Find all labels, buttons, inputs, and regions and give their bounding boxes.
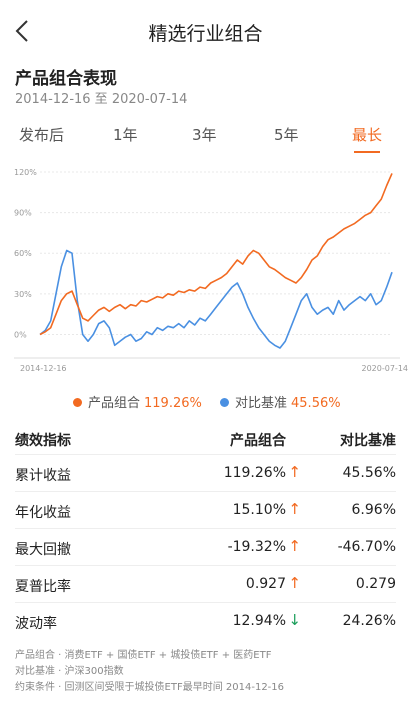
metric-name: 波动率: [15, 616, 57, 632]
header: 精选行业组合: [0, 0, 411, 62]
note-constraint: 约束条件 · 回测区间受限于城投债ETF最早时间 2014-12-16: [15, 682, 285, 693]
x-tick-label-end: 2020-07-14: [362, 364, 409, 373]
header-portfolio: 产品组合: [230, 433, 286, 449]
table-row: 累计收益 119.26% ↑ 45.56%: [15, 455, 396, 492]
metric-name: 最大回撤: [15, 542, 71, 558]
tab-3-year[interactable]: 3年: [192, 126, 217, 144]
portfolio-value: 0.927: [245, 576, 286, 592]
x-tick-label-start: 2014-12-16: [20, 364, 67, 373]
period-tabs: 发布后 1年 3年 5年 最长: [0, 124, 411, 154]
portfolio-value: 12.94%: [232, 613, 286, 629]
legend-portfolio-label: 产品组合: [88, 396, 141, 411]
table-row: 年化收益 15.10% ↑ 6.96%: [15, 492, 396, 529]
y-tick-label: 0%: [14, 330, 27, 339]
metric-name: 夏普比率: [15, 579, 71, 595]
y-tick-label: 30%: [14, 290, 32, 299]
chart-legend: 产品组合 119.26% 对比基准 45.56%: [0, 392, 411, 412]
table-row: 夏普比率 0.927 ↑ 0.279: [15, 566, 396, 603]
table-row: 波动率 12.94% ↓ 24.26%: [15, 603, 396, 639]
section-title: 产品组合表现: [15, 69, 117, 89]
performance-line-chart: 120% 90% 60% 30% 0% 2014-12-16 2020-07-14: [14, 168, 409, 373]
y-tick-label: 60%: [14, 249, 32, 258]
footnotes: 产品组合 · 消费ETF + 国债ETF + 城投债ETF + 医药ETF 对比…: [15, 648, 284, 696]
arrow-up-icon: ↑: [288, 463, 301, 481]
tab-1-year[interactable]: 1年: [113, 126, 138, 144]
chevron-left-icon[interactable]: [12, 18, 34, 44]
performance-table: 绩效指标 产品组合 对比基准 累计收益 119.26% ↑ 45.56% 年化收…: [15, 420, 396, 639]
arrow-up-icon: ↑: [288, 537, 301, 555]
portfolio-dot-icon: [73, 398, 82, 407]
arrow-up-icon: ↑: [288, 500, 301, 518]
metric-name: 年化收益: [15, 505, 71, 521]
tab-since-launch[interactable]: 发布后: [19, 126, 65, 144]
portfolio-value: -19.32%: [227, 539, 286, 555]
arrow-up-icon: ↑: [288, 574, 301, 592]
portfolio-value: 15.10%: [232, 502, 286, 518]
tab-5-year[interactable]: 5年: [274, 126, 299, 144]
table-header-row: 绩效指标 产品组合 对比基准: [15, 420, 396, 455]
benchmark-series-line: [39, 249, 393, 349]
benchmark-value: 0.279: [355, 576, 396, 592]
benchmark-dot-icon: [220, 398, 229, 407]
legend-portfolio: 产品组合 119.26%: [73, 392, 202, 411]
portfolio-series-line: [39, 173, 393, 336]
date-range: 2014-12-16 至 2020-07-14: [15, 92, 188, 107]
metric-name: 累计收益: [15, 468, 71, 484]
table-row: 最大回撤 -19.32% ↑ -46.70%: [15, 529, 396, 566]
header-benchmark: 对比基准: [340, 433, 396, 449]
benchmark-value: -46.70%: [337, 539, 396, 555]
benchmark-value: 45.56%: [342, 465, 396, 481]
legend-benchmark: 对比基准 45.56%: [220, 392, 341, 411]
y-tick-label: 90%: [14, 209, 32, 218]
note-benchmark: 对比基准 · 沪深300指数: [15, 666, 124, 677]
note-composition: 产品组合 · 消费ETF + 国债ETF + 城投债ETF + 医药ETF: [15, 650, 272, 661]
legend-benchmark-label: 对比基准: [235, 396, 288, 411]
active-tab-indicator: [354, 151, 380, 153]
portfolio-value: 119.26%: [223, 465, 286, 481]
benchmark-value: 6.96%: [351, 502, 396, 518]
legend-portfolio-value: 119.26%: [144, 396, 202, 411]
tab-longest[interactable]: 最长: [352, 126, 383, 144]
arrow-down-icon: ↓: [288, 611, 301, 629]
header-metric: 绩效指标: [15, 433, 71, 449]
legend-benchmark-value: 45.56%: [291, 396, 341, 411]
benchmark-value: 24.26%: [342, 613, 396, 629]
page-title: 精选行业组合: [148, 23, 263, 45]
y-tick-label: 120%: [14, 168, 37, 177]
